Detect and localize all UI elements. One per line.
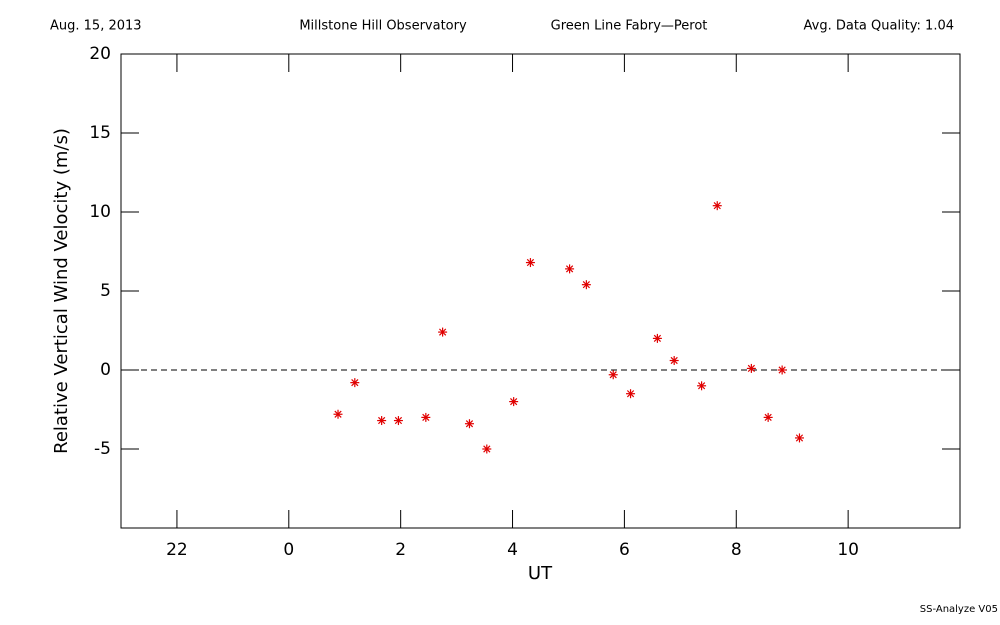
x-tick-label: 10 bbox=[837, 540, 859, 560]
point-stroke bbox=[422, 413, 430, 422]
y-tick-label: 20 bbox=[89, 44, 111, 64]
y-axis-label: Relative Vertical Wind Velocity (m/s) bbox=[51, 128, 72, 454]
point bbox=[509, 397, 519, 407]
point-stroke bbox=[378, 416, 386, 425]
quality: Avg. Data Quality: 1.04 bbox=[804, 19, 954, 34]
point-stroke bbox=[394, 416, 403, 425]
point bbox=[626, 389, 636, 399]
point-stroke bbox=[334, 410, 342, 418]
site: Millstone Hill Observatory bbox=[299, 19, 467, 34]
point bbox=[464, 419, 474, 429]
point-stroke bbox=[510, 397, 518, 406]
x-tick-label: 0 bbox=[283, 540, 294, 560]
point-stroke bbox=[438, 328, 447, 336]
y-tick-label: 5 bbox=[100, 281, 111, 301]
x-tick-label: 6 bbox=[619, 540, 630, 560]
instrument: Green Line Fabry—Perot bbox=[551, 19, 708, 34]
point bbox=[525, 258, 535, 268]
point bbox=[333, 409, 343, 419]
point bbox=[777, 365, 787, 375]
x-tick-label: 8 bbox=[731, 540, 742, 560]
plot-frame bbox=[120, 53, 961, 529]
x-tick-label: 2 bbox=[395, 540, 406, 560]
point-stroke bbox=[747, 364, 755, 373]
point bbox=[794, 433, 804, 443]
point bbox=[581, 280, 591, 290]
point bbox=[377, 416, 387, 426]
point bbox=[712, 201, 722, 211]
point bbox=[697, 381, 707, 391]
point-stroke bbox=[764, 413, 772, 422]
point-stroke bbox=[465, 420, 474, 428]
point bbox=[393, 416, 403, 426]
point bbox=[350, 378, 360, 388]
point-stroke bbox=[351, 379, 359, 387]
point-stroke bbox=[565, 265, 574, 273]
y-tick-label: 10 bbox=[89, 202, 111, 222]
point-stroke bbox=[713, 202, 721, 210]
point-stroke bbox=[483, 445, 491, 453]
y-tick-label: -5 bbox=[94, 439, 111, 459]
point bbox=[565, 264, 575, 274]
point-stroke bbox=[609, 371, 617, 379]
point-stroke bbox=[670, 356, 678, 365]
point bbox=[746, 363, 756, 373]
point bbox=[652, 333, 662, 343]
y-tick-label: 0 bbox=[100, 360, 111, 380]
point-stroke bbox=[697, 382, 706, 390]
footer: SS-Analyze V05 bbox=[920, 604, 998, 615]
x-tick-label: 22 bbox=[166, 540, 188, 560]
point bbox=[763, 412, 773, 422]
point bbox=[482, 444, 492, 454]
x-tick-label: 4 bbox=[507, 540, 518, 560]
point-stroke bbox=[526, 258, 535, 267]
point-stroke bbox=[795, 434, 804, 442]
point bbox=[669, 356, 679, 366]
date: Aug. 15, 2013 bbox=[50, 19, 142, 34]
y-tick-label: 15 bbox=[89, 123, 111, 143]
point-stroke bbox=[582, 281, 590, 289]
point bbox=[608, 370, 618, 380]
point-stroke bbox=[626, 390, 635, 398]
x-axis-label: UT bbox=[528, 563, 553, 584]
point bbox=[438, 327, 448, 337]
point-stroke bbox=[653, 334, 662, 343]
point bbox=[421, 412, 431, 422]
point-stroke bbox=[778, 366, 786, 374]
